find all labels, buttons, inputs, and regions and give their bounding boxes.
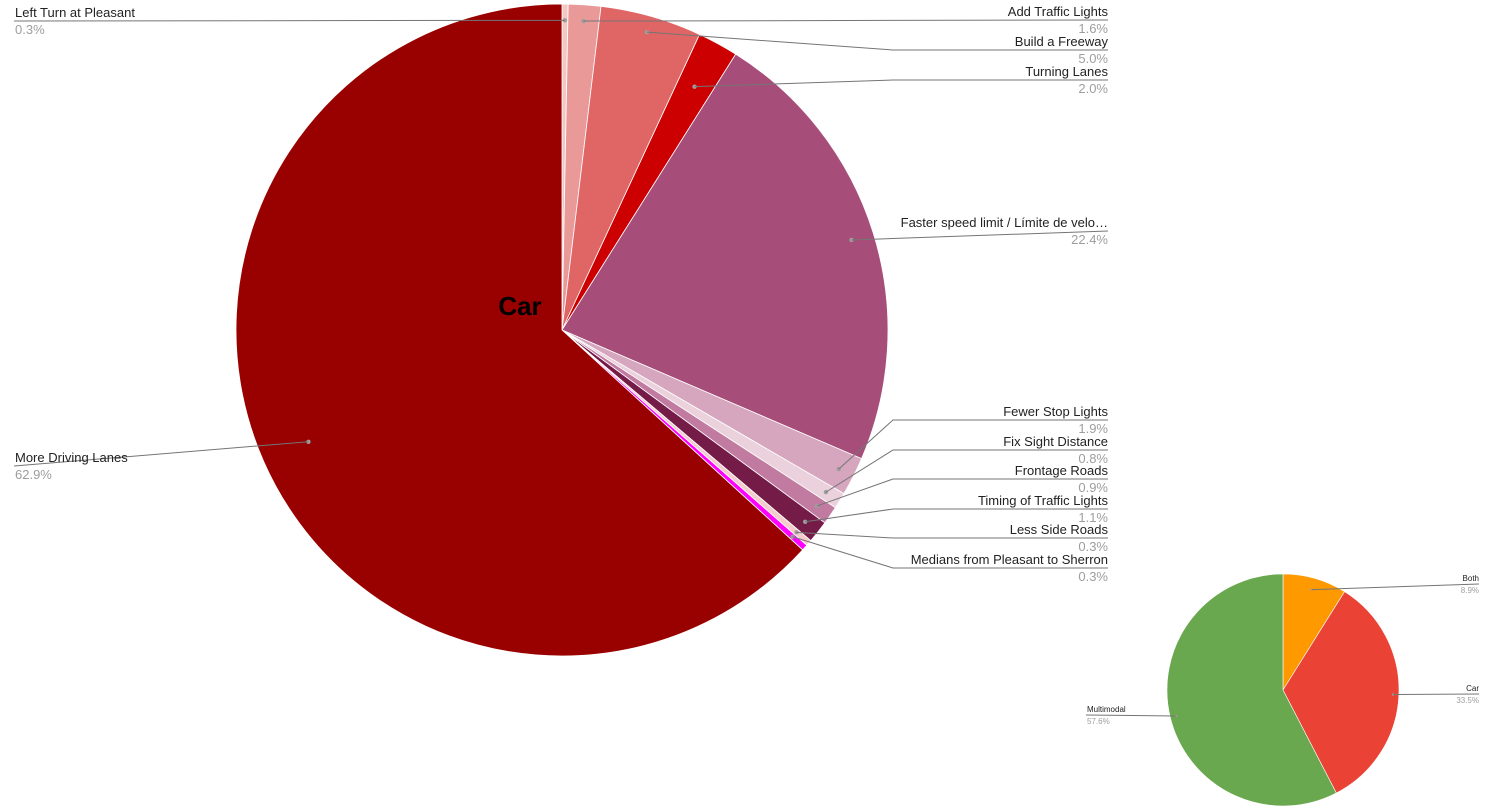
chart-title: Car	[498, 291, 541, 321]
slice-label: Fewer Stop Lights	[1003, 404, 1108, 419]
slice-label: Car	[1466, 684, 1479, 693]
slice-label: Add Traffic Lights	[1008, 4, 1109, 19]
slice-label: Turning Lanes	[1025, 64, 1108, 79]
leader-line	[805, 509, 1108, 522]
slice-label-group-medians-from-pleasant-to-sherron: Medians from Pleasant to Sherron 0.3%	[790, 535, 1108, 584]
slice-label: Faster speed limit / Límite de velo…	[901, 215, 1108, 230]
slice-value-label: 22.4%	[1071, 232, 1108, 247]
slice-value-label: 0.3%	[1078, 569, 1108, 584]
leader-line	[852, 231, 1108, 240]
slice-label: Less Side Roads	[1010, 522, 1109, 537]
slice-value-label: 2.0%	[1078, 81, 1108, 96]
slice-label: Frontage Roads	[1015, 463, 1109, 478]
mode-pie-chart	[1167, 574, 1399, 806]
slice-label-group-faster-speed-limit-limite-de-velo: Faster speed limit / Límite de velo… 22.4…	[849, 215, 1108, 247]
slice-label: Both	[1463, 574, 1479, 583]
slice-value-label: 57.6%	[1087, 717, 1110, 726]
leader-line	[1312, 584, 1479, 590]
leader-line	[14, 20, 565, 21]
slice-label: Fix Sight Distance	[1003, 434, 1108, 449]
slice-value-label: 62.9%	[15, 467, 52, 482]
slice-label: Timing of Traffic Lights	[978, 493, 1109, 508]
slice-label: Medians from Pleasant to Sherron	[911, 552, 1108, 567]
slice-value-label: 8.9%	[1461, 586, 1479, 595]
slice-label: Build a Freeway	[1015, 34, 1109, 49]
leader-line	[1086, 715, 1176, 716]
slice-value-label: 33.5%	[1456, 696, 1479, 705]
car-pie-chart	[236, 4, 888, 656]
slice-value-label: 0.3%	[15, 22, 45, 37]
slice-label: Left Turn at Pleasant	[15, 5, 135, 20]
slice-label: More Driving Lanes	[15, 450, 128, 465]
slice-label-group-car: Car 33.5%	[1392, 684, 1479, 705]
slice-label: Multimodal	[1087, 705, 1126, 714]
slice-label-group-multimodal: Multimodal 57.6%	[1086, 705, 1177, 726]
